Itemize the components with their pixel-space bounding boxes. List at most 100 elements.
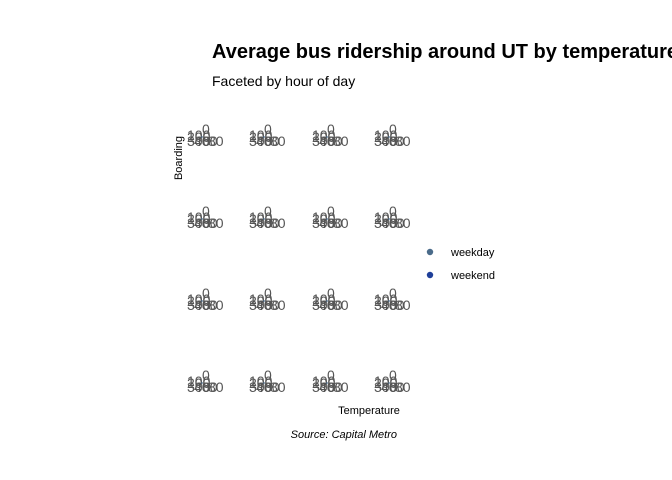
data-point — [263, 300, 265, 302]
tick-label: 0 — [327, 285, 335, 301]
tick-label: 80 — [270, 215, 286, 231]
tick-label: 0 — [327, 121, 335, 137]
tick-label: 80 — [208, 215, 224, 231]
tick-label: 80 — [333, 215, 349, 231]
tick-label: 300 — [187, 133, 211, 149]
legend-label-weekday: weekday — [450, 247, 495, 259]
tick-label: 0 — [389, 203, 397, 219]
y-axis-title: Boarding — [173, 136, 185, 180]
x-axis-title: Temperature — [338, 405, 400, 417]
tick-label: 200 — [312, 375, 336, 391]
data-point — [201, 300, 203, 302]
data-point — [388, 136, 390, 138]
tick-label: 60 — [389, 215, 405, 231]
tick-label: 40 — [194, 215, 210, 231]
tick-label: 40 — [381, 133, 397, 149]
tick-label: 300 — [374, 133, 398, 149]
chart-subtitle: Faceted by hour of day — [212, 73, 355, 89]
tick-label: 300 — [187, 379, 211, 395]
tick-label: 200 — [187, 375, 211, 391]
tick-label: 80 — [333, 133, 349, 149]
data-point — [263, 136, 265, 138]
data-point — [388, 218, 390, 220]
tick-label: 200 — [374, 293, 398, 309]
tick-label: 200 — [249, 129, 273, 145]
tick-label: 100 — [249, 373, 273, 389]
tick-label: 80 — [208, 297, 224, 313]
tick-label: 40 — [381, 379, 397, 395]
tick-label: 0 — [202, 203, 210, 219]
tick-label: 100 — [249, 291, 273, 307]
tick-label: 40 — [319, 215, 335, 231]
tick-label: 300 — [249, 215, 273, 231]
data-point — [326, 218, 328, 220]
tick-label: 100 — [374, 373, 398, 389]
tick-label: 80 — [395, 379, 411, 395]
data-point — [263, 218, 265, 220]
tick-label: 0 — [389, 285, 397, 301]
tick-label: 0 — [327, 203, 335, 219]
tick-label: 0 — [202, 367, 210, 383]
tick-label: 100 — [312, 209, 336, 225]
tick-label: 80 — [333, 297, 349, 313]
tick-label: 80 — [395, 297, 411, 313]
tick-label: 300 — [312, 297, 336, 313]
tick-label: 100 — [187, 291, 211, 307]
tick-label: 200 — [374, 375, 398, 391]
tick-label: 60 — [202, 133, 218, 149]
data-point — [388, 300, 390, 302]
tick-label: 300 — [187, 215, 211, 231]
tick-label: 80 — [270, 297, 286, 313]
data-point — [326, 300, 328, 302]
tick-label: 100 — [374, 209, 398, 225]
tick-label: 60 — [264, 297, 280, 313]
legend-label-weekend: weekend — [450, 270, 495, 282]
tick-label: 40 — [319, 379, 335, 395]
tick-label: 300 — [249, 297, 273, 313]
tick-label: 60 — [202, 379, 218, 395]
tick-label: 100 — [249, 209, 273, 225]
tick-label: 0 — [264, 285, 272, 301]
tick-label: 60 — [264, 133, 280, 149]
tick-label: 60 — [202, 215, 218, 231]
data-point — [388, 382, 390, 384]
tick-label: 60 — [202, 297, 218, 313]
data-point — [263, 382, 265, 384]
tick-label: 300 — [374, 297, 398, 313]
tick-label: 80 — [395, 133, 411, 149]
tick-label: 40 — [256, 133, 272, 149]
tick-label: 40 — [194, 133, 210, 149]
tick-label: 300 — [249, 133, 273, 149]
data-point — [201, 136, 203, 138]
tick-label: 200 — [187, 129, 211, 145]
tick-label: 40 — [194, 297, 210, 313]
data-point — [201, 218, 203, 220]
tick-label: 0 — [327, 367, 335, 383]
legend: weekday weekend — [426, 247, 495, 282]
tick-label: 100 — [187, 373, 211, 389]
tick-label: 0 — [202, 121, 210, 137]
tick-label: 100 — [187, 127, 211, 143]
tick-label: 200 — [374, 211, 398, 227]
tick-label: 200 — [249, 375, 273, 391]
tick-label: 80 — [208, 133, 224, 149]
tick-label: 60 — [389, 297, 405, 313]
tick-label: 100 — [312, 127, 336, 143]
tick-label: 0 — [264, 121, 272, 137]
tick-label: 200 — [312, 129, 336, 145]
caption: Source: Capital Metro — [291, 429, 397, 441]
tick-label: 40 — [256, 297, 272, 313]
tick-label: 40 — [381, 215, 397, 231]
legend-key-weekday — [426, 248, 434, 256]
